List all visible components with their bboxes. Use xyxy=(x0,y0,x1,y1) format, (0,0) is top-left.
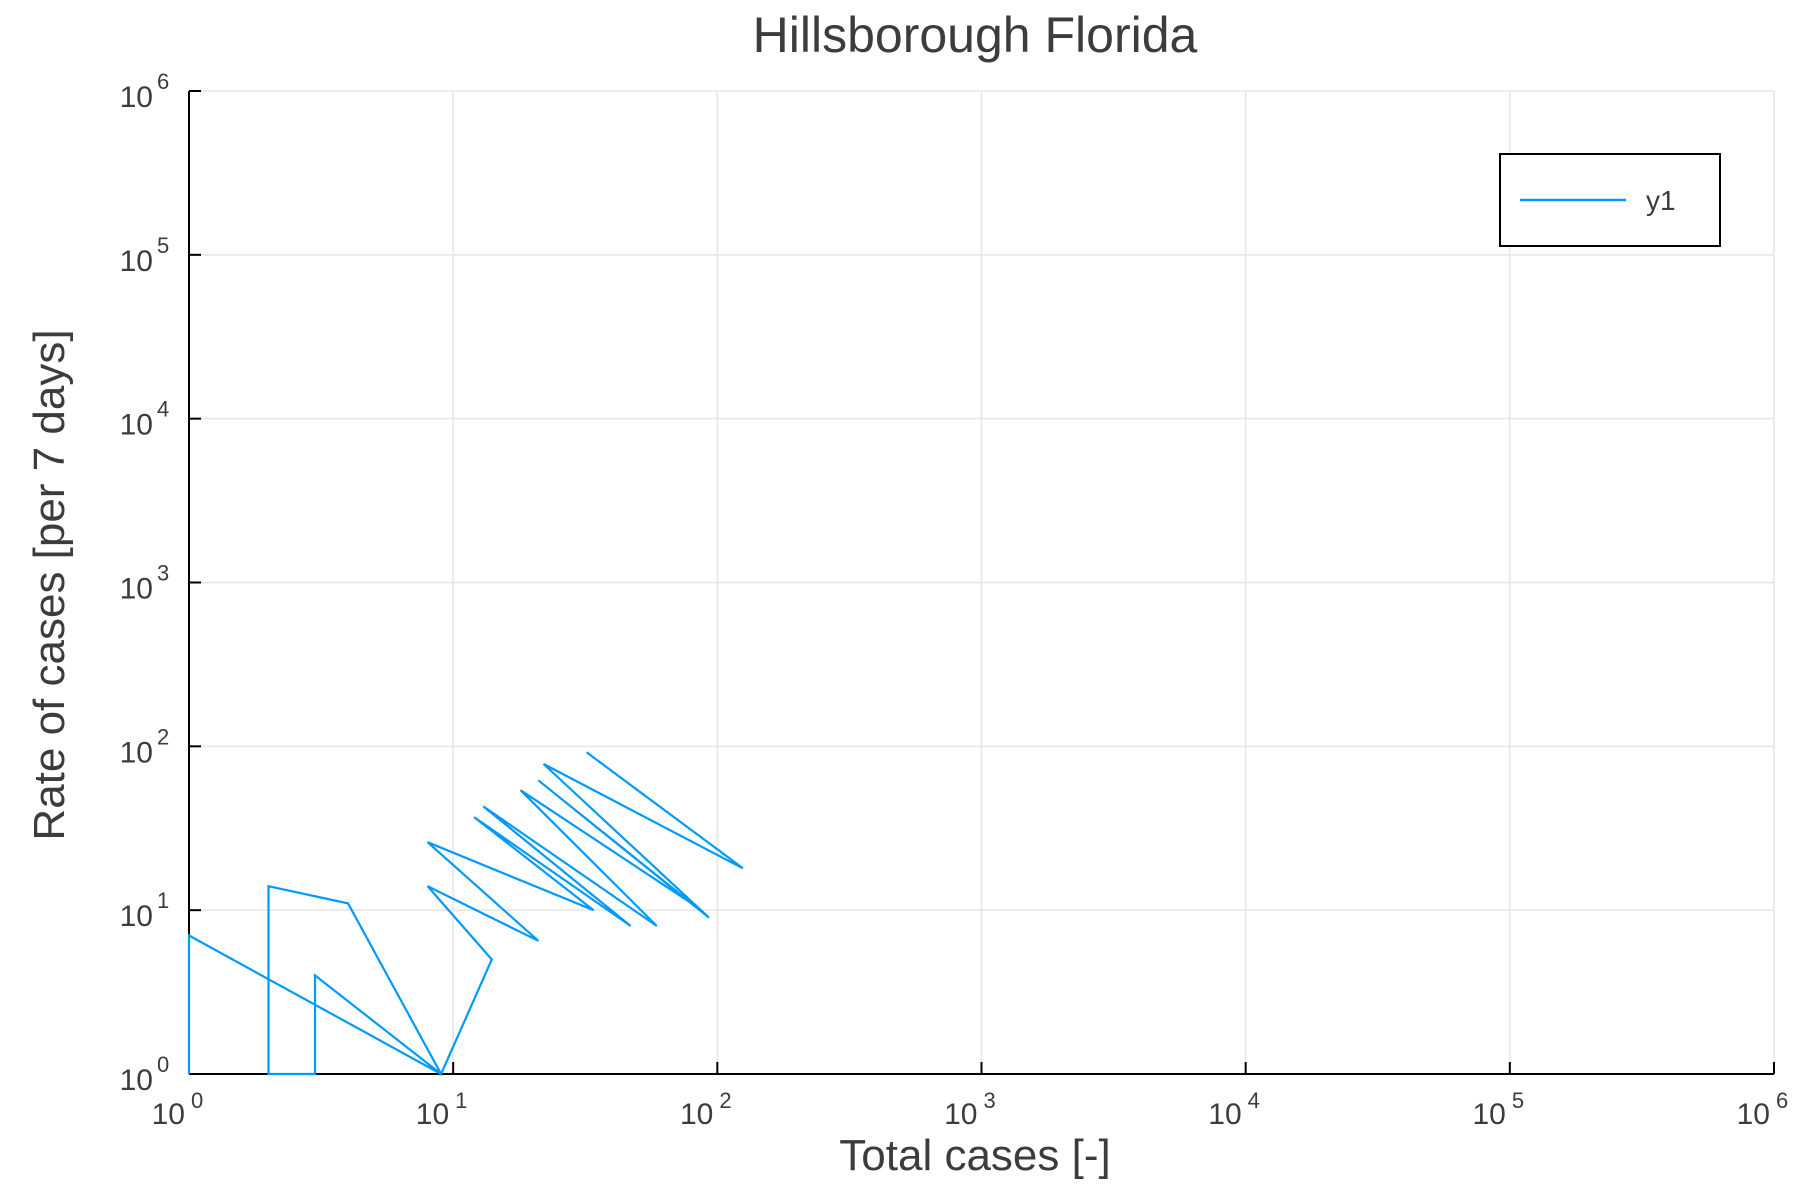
y-tick-exponent: 3 xyxy=(157,561,169,586)
x-tick-label: 10 2 xyxy=(680,1088,732,1131)
tick-labels: 10 0 10 1 10 2 10 3 10 4 10 5 10 610 010 110 210 310 410 51… xyxy=(120,69,1789,1131)
y-tick-label: 10 1 xyxy=(120,888,170,933)
y-tick-label: 10 5 xyxy=(120,233,170,278)
y-tick-label: 10 6 xyxy=(120,69,170,114)
y-tick-base: 10 xyxy=(120,1064,153,1097)
x-axis-label: Total cases [-] xyxy=(839,1131,1110,1180)
y-tick-exponent: 0 xyxy=(157,1052,169,1077)
series-layer xyxy=(187,751,744,1077)
y-tick-base: 10 xyxy=(120,736,153,769)
grid-lines xyxy=(188,90,1775,1075)
y-tick-label: 10 0 xyxy=(120,1052,170,1097)
x-tick-exponent: 1 xyxy=(455,1088,467,1113)
x-tick-base: 10 xyxy=(416,1098,449,1131)
x-tick-label: 10 4 xyxy=(1208,1088,1260,1131)
y-tick-base: 10 xyxy=(120,573,153,606)
series-line-y1 xyxy=(187,751,744,1077)
chart-title: Hillsborough Florida xyxy=(753,7,1198,63)
y-tick-label: 10 4 xyxy=(120,397,170,442)
y-tick-label: 10 2 xyxy=(120,724,170,769)
x-tick-label: 10 3 xyxy=(944,1088,996,1131)
y-tick-label: 10 3 xyxy=(120,561,170,606)
x-tick-exponent: 5 xyxy=(1512,1088,1524,1113)
axes xyxy=(188,90,1775,1075)
legend-label: y1 xyxy=(1646,185,1676,216)
y-tick-base: 10 xyxy=(120,245,153,278)
x-tick-base: 10 xyxy=(944,1098,977,1131)
x-tick-exponent: 3 xyxy=(984,1088,996,1113)
x-tick-label: 10 1 xyxy=(416,1088,468,1131)
x-tick-label: 10 5 xyxy=(1472,1088,1524,1131)
y-tick-exponent: 1 xyxy=(157,888,169,913)
y-tick-exponent: 2 xyxy=(157,724,169,749)
x-tick-exponent: 6 xyxy=(1776,1088,1788,1113)
y-axis-label: Rate of cases [per 7 days] xyxy=(25,329,74,840)
x-tick-exponent: 4 xyxy=(1248,1088,1260,1113)
y-tick-exponent: 5 xyxy=(157,233,169,258)
x-tick-base: 10 xyxy=(152,1098,185,1131)
x-tick-base: 10 xyxy=(680,1098,713,1131)
x-tick-base: 10 xyxy=(1737,1098,1770,1131)
x-tick-label: 10 0 xyxy=(152,1088,204,1131)
x-tick-exponent: 2 xyxy=(719,1088,731,1113)
x-tick-exponent: 0 xyxy=(191,1088,203,1113)
y-tick-base: 10 xyxy=(120,409,153,442)
x-tick-label: 10 6 xyxy=(1737,1088,1789,1131)
y-tick-base: 10 xyxy=(120,900,153,933)
x-tick-base: 10 xyxy=(1208,1098,1241,1131)
y-tick-exponent: 6 xyxy=(157,69,169,94)
legend: y1 xyxy=(1499,153,1721,247)
y-tick-exponent: 4 xyxy=(157,397,169,422)
y-tick-base: 10 xyxy=(120,81,153,114)
x-tick-base: 10 xyxy=(1472,1098,1505,1131)
